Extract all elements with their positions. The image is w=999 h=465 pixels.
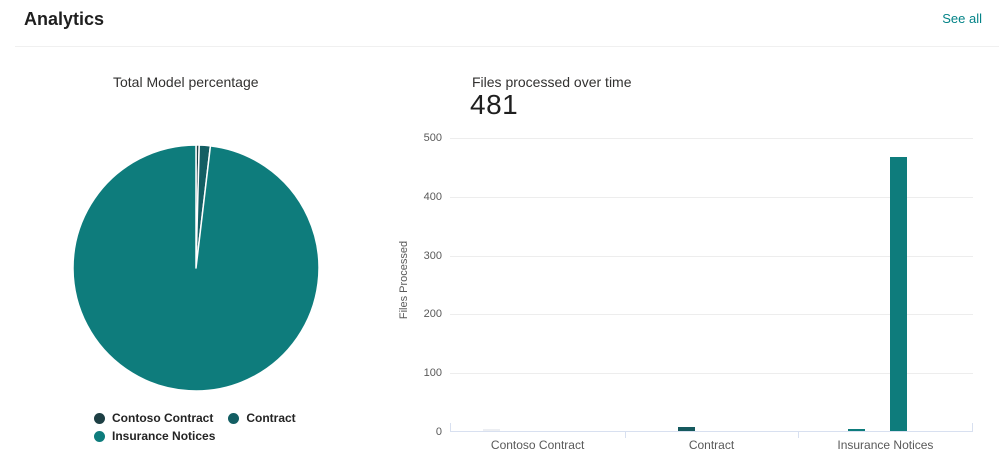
header-divider — [15, 46, 999, 47]
see-all-link[interactable]: See all — [942, 11, 982, 26]
y-tick-label-0: 0 — [435, 426, 442, 438]
pie-slice-insurance-notices — [72, 144, 320, 392]
x-axis-line — [450, 431, 973, 432]
gridline-400 — [450, 196, 973, 198]
bar-contract — [677, 426, 695, 431]
x-axis-label-contract: Contract — [688, 438, 735, 452]
legend-dot-icon — [94, 430, 105, 442]
gridline-300 — [450, 255, 973, 257]
gridline-100 — [450, 373, 973, 375]
total-model-percentage-pie-chart — [72, 144, 320, 392]
y-tick-label-400: 400 — [423, 190, 442, 203]
x-axis-tick — [797, 432, 799, 438]
legend-item-contoso-contract[interactable]: Contoso Contract — [94, 411, 213, 425]
legend-dot-icon — [228, 412, 240, 424]
bar-insurance-notices — [890, 157, 908, 431]
legend-label: Insurance Notices — [112, 429, 216, 443]
legend-label: Contract — [246, 411, 296, 425]
x-axis-tick — [625, 432, 627, 438]
x-axis-tick — [972, 423, 973, 432]
x-axis-label-insurance-notices: Insurance Notices — [837, 438, 934, 452]
pie-chart-title: Total Model percentage — [113, 74, 259, 90]
bar-chart-title: Files processed over time — [472, 74, 632, 90]
legend-item-insurance-notices[interactable]: Insurance Notices — [94, 429, 215, 443]
pie-legend: Contoso Contract Contract Insurance Notice… — [94, 411, 346, 443]
x-axis-label-contoso-contract: Contoso Contract — [490, 438, 585, 452]
gridline-200 — [450, 314, 973, 316]
bar-plot-area — [450, 138, 973, 438]
legend-dot-icon — [94, 412, 105, 424]
y-tick-label-100: 100 — [423, 367, 442, 380]
y-tick-label-200: 200 — [423, 308, 442, 321]
gridline-500 — [450, 138, 973, 139]
legend-item-contract[interactable]: Contract — [228, 411, 296, 425]
y-axis-ticks: 0 100 200 300 400 500 — [386, 132, 442, 438]
total-files-count: 481 — [470, 89, 519, 120]
y-tick-label-500: 500 — [423, 132, 442, 144]
x-axis-tick — [450, 423, 451, 432]
x-axis-labels: Contoso Contract Contract Insurance Notice… — [450, 438, 973, 454]
bar-insurance-notices — [847, 428, 865, 431]
page-title: Analytics — [24, 9, 105, 29]
legend-label: Contoso Contract — [112, 411, 214, 425]
y-tick-label-300: 300 — [423, 249, 442, 262]
bar-contoso-contract — [483, 429, 501, 431]
